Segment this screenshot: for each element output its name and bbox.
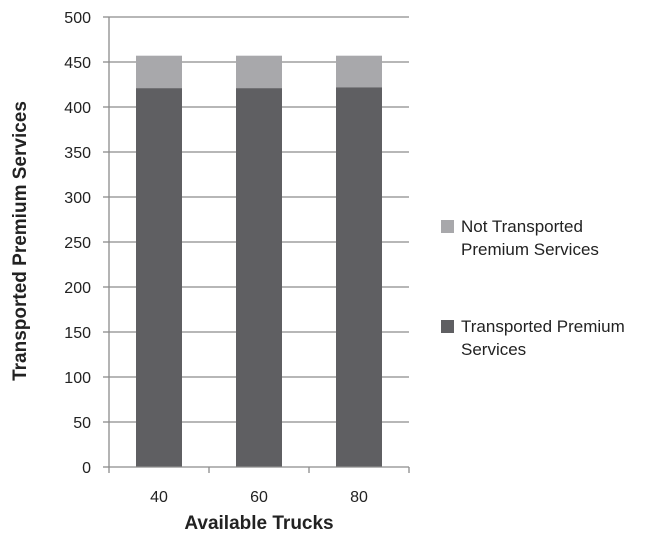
x-tick-label: 80 [350, 489, 368, 506]
y-tick-label: 100 [64, 370, 91, 387]
bars [136, 55, 382, 467]
x-axis-title: Available Trucks [184, 513, 333, 533]
y-tick-label: 450 [64, 55, 91, 72]
bar-segment-transported [236, 88, 282, 467]
bar-segment-transported [136, 88, 182, 467]
x-tick-labels: 40 60 80 [150, 489, 368, 506]
bar-segment-transported [336, 87, 382, 467]
y-tick-label: 500 [64, 10, 91, 27]
legend-label: Premium Services [461, 240, 599, 259]
y-tick-label: 400 [64, 100, 91, 117]
y-tick-label: 0 [82, 460, 91, 477]
legend-swatch [441, 220, 454, 233]
y-tick-labels: 0 50 100 150 200 250 300 350 400 450 500 [64, 10, 91, 477]
y-tick-label: 250 [64, 235, 91, 252]
legend-label: Not Transported [461, 217, 583, 236]
axes [103, 16, 410, 473]
y-tick-label: 350 [64, 145, 91, 162]
y-tick-label: 50 [73, 415, 91, 432]
legend-swatch [441, 320, 454, 333]
y-tick-label: 150 [64, 325, 91, 342]
y-tick-label: 200 [64, 280, 91, 297]
legend: Not Transported Premium Services Transport… [441, 217, 625, 359]
y-axis-title: Transported Premium Services [10, 101, 31, 381]
legend-label: Transported Premium [461, 317, 625, 336]
legend-label: Services [461, 340, 526, 359]
y-tick-label: 300 [64, 190, 91, 207]
x-tick-label: 60 [250, 489, 268, 506]
bar-segment-not-transported [136, 55, 182, 89]
bar-segment-not-transported [236, 55, 282, 89]
x-tick-label: 40 [150, 489, 168, 506]
bar-segment-not-transported [336, 55, 382, 88]
